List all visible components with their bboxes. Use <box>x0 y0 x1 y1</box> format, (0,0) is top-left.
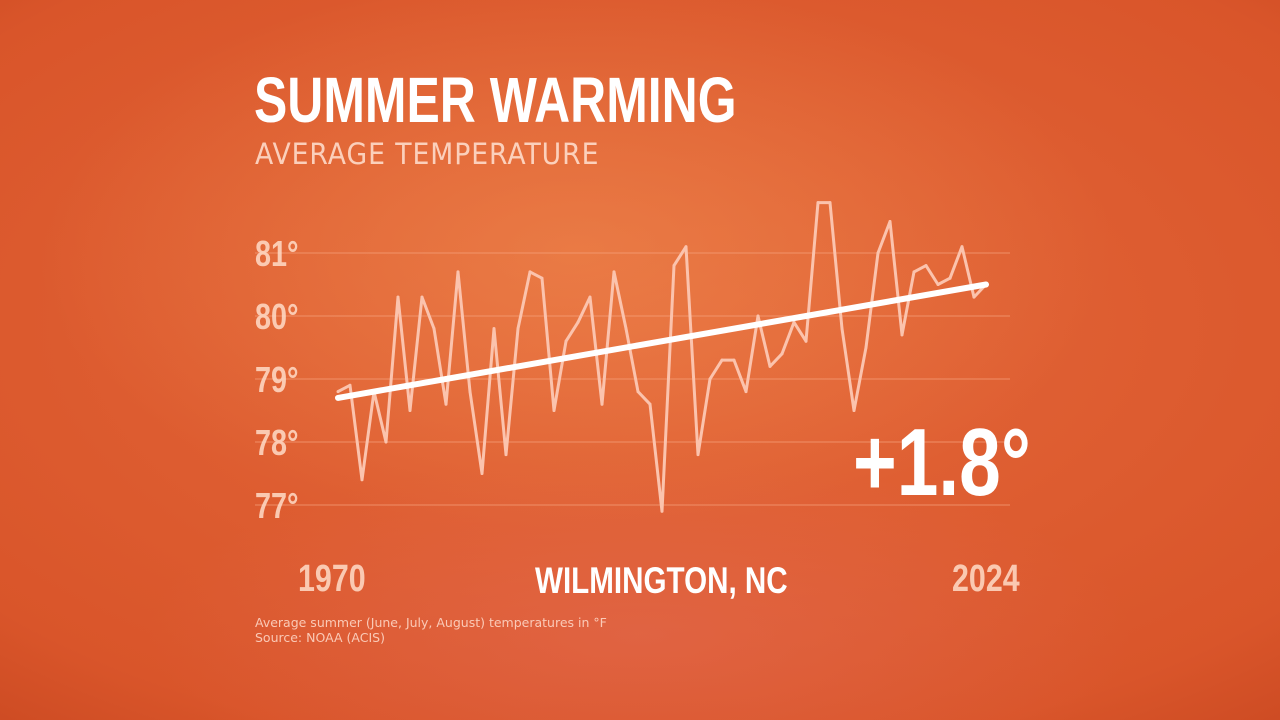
data-point-1971 <box>348 383 352 387</box>
data-point-1999 <box>684 245 688 249</box>
data-point-1979 <box>444 402 448 406</box>
data-point-2023 <box>972 295 976 299</box>
data-point-2022 <box>960 245 964 249</box>
location-label: WILMINGTON, NC <box>535 560 788 601</box>
data-point-2019 <box>924 264 928 268</box>
data-point-2002 <box>720 358 724 362</box>
x-tick-label-end: 2024 <box>952 558 1020 600</box>
data-point-2003 <box>732 358 736 362</box>
data-point-2009 <box>804 339 808 343</box>
y-tick-label: 81° <box>255 233 299 274</box>
data-point-2008 <box>792 320 796 324</box>
chart-subtitle: AVERAGE TEMPERATURE <box>255 137 600 171</box>
data-point-1977 <box>420 295 424 299</box>
data-point-2000 <box>696 453 700 457</box>
data-point-2006 <box>768 364 772 368</box>
data-point-1980 <box>456 270 460 274</box>
data-point-2014 <box>864 346 868 349</box>
data-point-1992 <box>600 402 604 406</box>
data-point-2016 <box>888 220 892 223</box>
y-axis-tick-labels: 77° 78° 79° 80° 81° <box>255 233 299 526</box>
data-point-1976 <box>408 409 412 412</box>
data-point-1991 <box>588 295 592 299</box>
data-point-1984 <box>504 453 508 457</box>
footnote-source: Source: NOAA (ACIS) <box>255 630 385 645</box>
data-point-2010 <box>816 201 820 205</box>
data-point-1974 <box>384 440 388 444</box>
temperature-change-annotation: +1.8° <box>853 409 1031 516</box>
data-point-1993 <box>612 270 616 274</box>
data-point-1987 <box>540 276 544 280</box>
footnote: Average summer (June, July, August) temp… <box>255 615 607 645</box>
data-point-1972 <box>360 478 364 482</box>
data-point-2017 <box>900 333 904 337</box>
trend-line <box>335 281 989 401</box>
data-point-1990 <box>576 320 580 324</box>
data-point-1988 <box>552 409 556 412</box>
data-point-1982 <box>480 472 484 475</box>
data-point-1989 <box>564 339 568 343</box>
gridlines <box>255 252 1010 506</box>
data-point-2011 <box>828 201 832 205</box>
data-point-2012 <box>840 327 844 331</box>
data-point-2013 <box>852 409 856 412</box>
data-point-2007 <box>780 352 784 356</box>
data-point-1995 <box>636 390 640 394</box>
data-point-1997 <box>660 509 664 513</box>
data-point-1978 <box>432 327 436 331</box>
data-point-1970 <box>336 390 340 394</box>
y-tick-label: 79° <box>255 359 299 400</box>
data-point-2005 <box>756 314 760 318</box>
data-point-2001 <box>708 377 712 381</box>
data-point-2020 <box>936 283 940 286</box>
series-group <box>335 201 989 513</box>
data-point-1986 <box>528 270 532 274</box>
data-point-1981 <box>468 390 472 394</box>
data-point-2018 <box>912 270 916 274</box>
data-point-2015 <box>876 251 880 255</box>
data-point-2004 <box>744 390 748 394</box>
data-point-1996 <box>648 402 652 406</box>
chart-title: SUMMER WARMING <box>254 64 737 136</box>
data-point-1998 <box>672 264 676 268</box>
data-point-1994 <box>624 327 628 331</box>
data-point-1975 <box>396 295 400 299</box>
y-tick-label: 80° <box>255 296 299 337</box>
footnote-description: Average summer (June, July, August) temp… <box>255 615 607 630</box>
x-tick-label-start: 1970 <box>298 558 366 600</box>
data-point-1985 <box>516 327 520 331</box>
data-point-2021 <box>948 276 952 280</box>
y-tick-label: 78° <box>255 422 299 463</box>
data-point-1983 <box>492 327 496 331</box>
y-tick-label: 77° <box>255 485 299 526</box>
